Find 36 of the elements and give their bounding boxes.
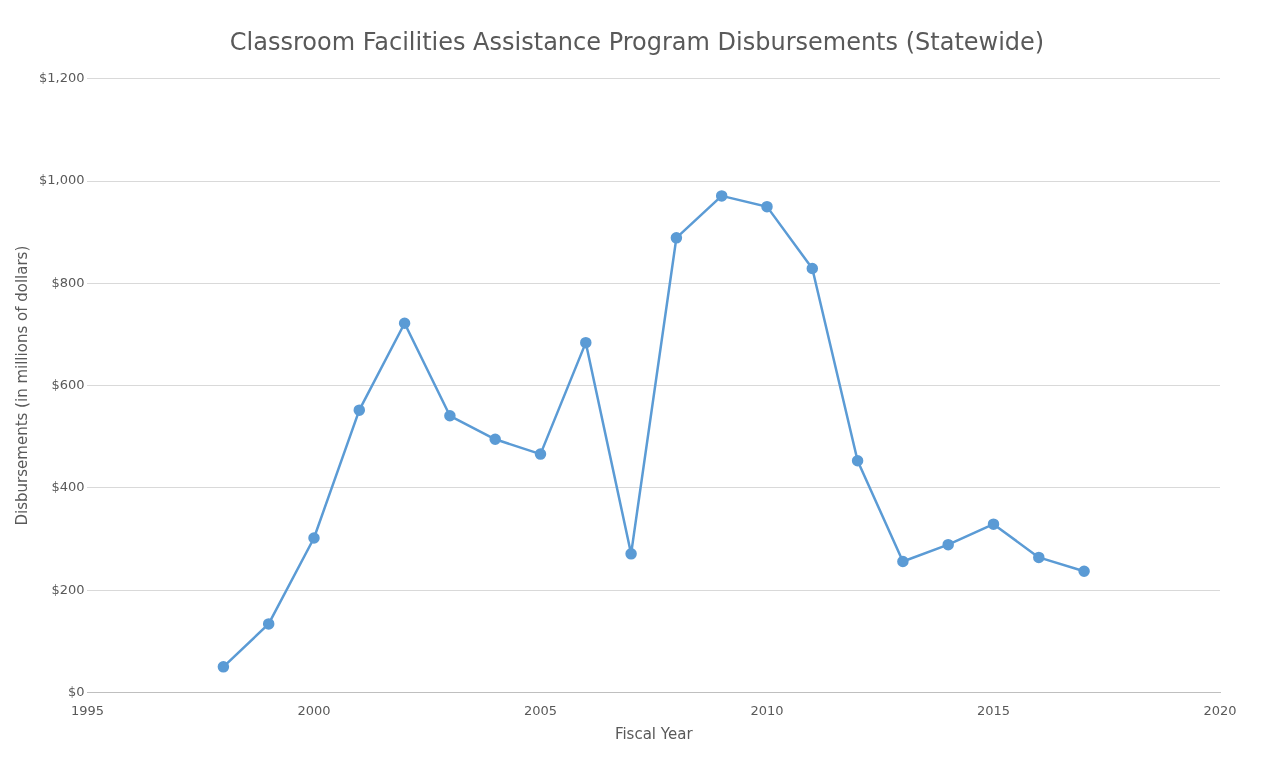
point [398,317,411,329]
point [489,433,501,446]
point [353,404,366,416]
point [308,532,320,544]
point [670,232,683,244]
point [262,618,275,630]
point [217,661,230,673]
point [1033,551,1045,564]
point [987,518,1000,530]
y-tick-label: $800 [51,274,85,290]
point [625,548,637,560]
point [534,448,547,460]
point [715,190,728,202]
y-tick-label: $0 [67,683,85,699]
x-tick-label: 2010 [750,702,784,718]
x-tick-label: 2015 [976,702,1011,718]
point [444,410,456,422]
x-tick-label: 1995 [70,702,105,718]
y-tick-label: $1,000 [38,172,85,188]
chart-title: Classroom Facilities Assistance Program Disbursements (Statewide) [228,28,1046,58]
y-tick-label: $600 [51,376,85,392]
point [761,200,773,213]
x-tick-label: 2020 [1203,702,1237,718]
point [580,336,592,349]
x-tick-label: 2000 [297,702,331,718]
y-tick-label: $1,200 [38,70,85,86]
point [897,555,909,568]
y-tick-label: $200 [51,581,85,597]
point [1078,565,1090,577]
point [851,455,864,467]
point [942,538,954,551]
point [806,262,819,275]
x-axis-title: Fiscal Year [614,724,694,743]
y-tick-label: $400 [51,479,85,495]
x-tick-label: 2005 [523,702,558,718]
y-axis-title: Disbursements (in millions of dollars) [12,245,31,526]
